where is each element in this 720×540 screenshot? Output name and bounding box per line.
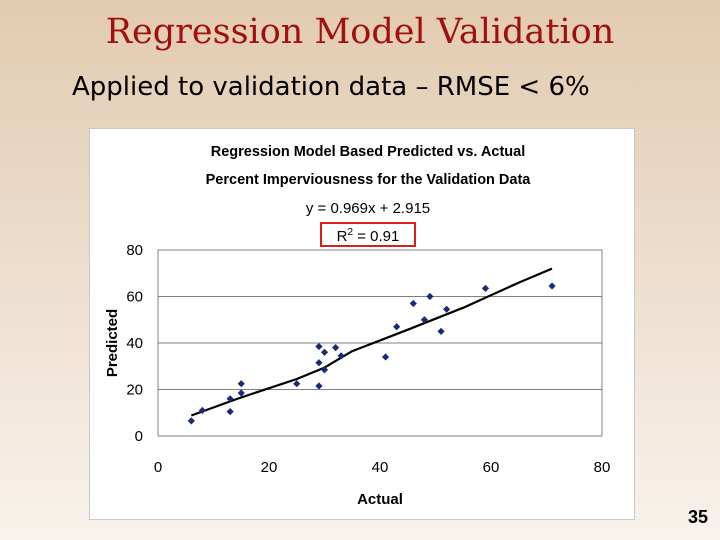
x-tick-label: 60 — [483, 459, 500, 476]
trendline-layer — [190, 267, 553, 417]
data-point — [187, 417, 195, 425]
data-point — [237, 380, 245, 388]
x-tick-label: 40 — [372, 459, 389, 476]
regression-equation: y = 0.969x + 2.915 — [306, 200, 430, 217]
y-tick-label: 20 — [126, 382, 143, 399]
data-point — [443, 305, 451, 313]
data-point — [226, 407, 234, 416]
data-point — [409, 299, 417, 308]
slide-subtitle: Applied to validation data – RMSE < 6% — [72, 72, 590, 102]
x-tick-label: 80 — [594, 459, 611, 476]
data-point — [332, 344, 340, 352]
r-squared-highlight-box — [320, 222, 416, 247]
y-axis-label: Predicted — [104, 309, 121, 377]
data-point — [237, 389, 245, 397]
tick-labels: 0 20 40 60 80 0 20 40 60 80 — [126, 242, 610, 476]
data-point — [315, 342, 323, 351]
data-point — [437, 327, 445, 335]
x-tick-label: 20 — [261, 459, 278, 476]
page-number: 35 — [687, 507, 708, 527]
y-tick-label: 60 — [126, 289, 143, 306]
data-point — [393, 323, 401, 331]
x-tick-label: 0 — [154, 459, 162, 476]
data-point — [198, 406, 206, 415]
data-point — [426, 292, 434, 301]
data-point — [293, 380, 301, 388]
y-tick-label: 40 — [126, 335, 143, 352]
chart-title-line-1: Regression Model Based Predicted vs. Act… — [211, 144, 526, 160]
plot-area-border — [157, 249, 603, 437]
data-point — [420, 316, 428, 324]
gridlines — [158, 296, 602, 390]
slide-title: Regression Model Validation — [105, 12, 615, 52]
x-axis-label: Actual — [357, 491, 403, 508]
scatter-chart: Regression Model Based Predicted vs. Act… — [104, 144, 610, 508]
data-point — [226, 395, 234, 403]
chart-panel: Regression Model Based Predicted vs. Act… — [89, 128, 635, 520]
data-point — [481, 284, 490, 292]
chart-title-line-2: Percent Imperviousness for the Validatio… — [206, 172, 532, 188]
y-tick-label: 0 — [135, 428, 143, 445]
data-point — [315, 359, 323, 367]
data-point — [320, 366, 329, 374]
y-tick-label: 80 — [126, 242, 143, 259]
r-squared-label: R2 = 0.91 — [337, 227, 400, 245]
data-points — [187, 282, 556, 425]
data-point — [315, 382, 323, 390]
trendline — [190, 267, 553, 417]
data-point — [548, 282, 556, 290]
data-point — [320, 348, 329, 356]
data-point — [381, 353, 390, 361]
